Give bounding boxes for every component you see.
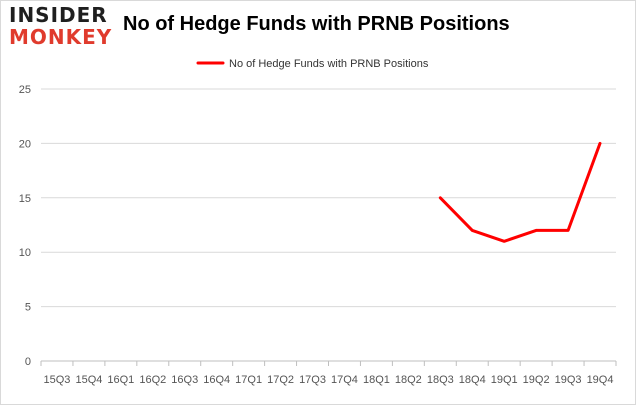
x-tick-label: 18Q1 <box>363 374 390 386</box>
x-tick-label: 15Q3 <box>44 374 71 386</box>
y-tick-label: 15 <box>19 193 31 205</box>
x-tick-label: 18Q2 <box>395 374 422 386</box>
logo-text-insider: INSIDER <box>9 3 108 27</box>
chart-title: No of Hedge Funds with PRNB Positions <box>123 13 510 35</box>
insider-monkey-logo: INSIDER MONKEY <box>9 5 119 53</box>
x-tick-label: 17Q1 <box>235 374 262 386</box>
x-tick-label: 17Q4 <box>331 374 358 386</box>
x-tick-label: 19Q4 <box>587 374 614 386</box>
x-tick-label: 17Q3 <box>299 374 326 386</box>
x-tick-label: 16Q4 <box>203 374 230 386</box>
x-tick-label: 18Q4 <box>459 374 486 386</box>
x-tick-label: 19Q1 <box>491 374 518 386</box>
series-line <box>438 141 602 243</box>
y-tick-label: 5 <box>25 302 31 314</box>
x-tick-label: 16Q1 <box>107 374 134 386</box>
x-tick-label: 19Q2 <box>523 374 550 386</box>
legend-label: No of Hedge Funds with PRNB Positions <box>229 58 429 70</box>
x-tick-label: 16Q2 <box>139 374 166 386</box>
y-tick-label: 25 <box>19 84 31 96</box>
x-tick-label: 15Q4 <box>75 374 102 386</box>
y-tick-label: 20 <box>19 138 31 150</box>
x-tick-label: 16Q3 <box>171 374 198 386</box>
x-tick-label: 19Q3 <box>555 374 582 386</box>
logo-text-monkey: MONKEY <box>9 25 113 49</box>
x-tick-label: 18Q3 <box>427 374 454 386</box>
y-tick-label: 0 <box>25 356 31 368</box>
x-tick-label: 17Q2 <box>267 374 294 386</box>
y-tick-label: 10 <box>19 247 31 259</box>
